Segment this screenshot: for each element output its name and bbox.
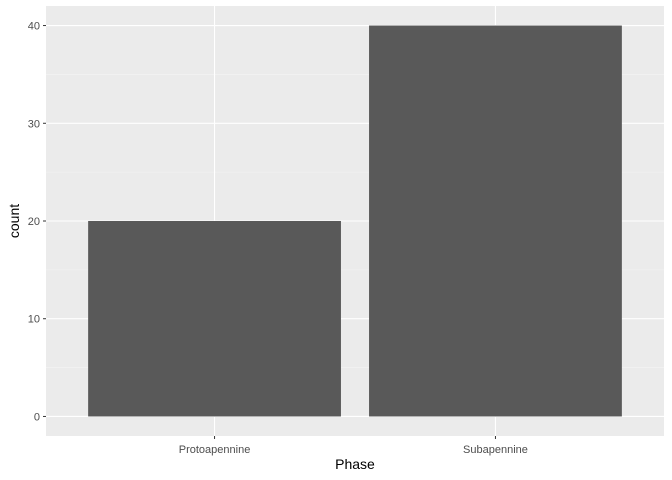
y-axis: 0 10 20 30 40 — [28, 21, 46, 423]
y-axis-title: count — [6, 204, 22, 238]
x-tick-label: Protoapennine — [179, 444, 251, 456]
y-tick-label: 10 — [28, 314, 40, 326]
x-tick-label: Subapennine — [463, 444, 528, 456]
x-axis-title: Phase — [335, 456, 375, 472]
x-axis: Protoapennine Subapennine — [179, 436, 528, 456]
y-tick-label: 0 — [34, 411, 40, 423]
bars — [88, 25, 622, 417]
y-tick-label: 20 — [28, 216, 40, 228]
y-tick-label: 40 — [28, 21, 40, 33]
bar-protoapennine — [88, 221, 341, 417]
y-tick-label: 30 — [28, 118, 40, 130]
bar-subapennine — [369, 25, 622, 417]
